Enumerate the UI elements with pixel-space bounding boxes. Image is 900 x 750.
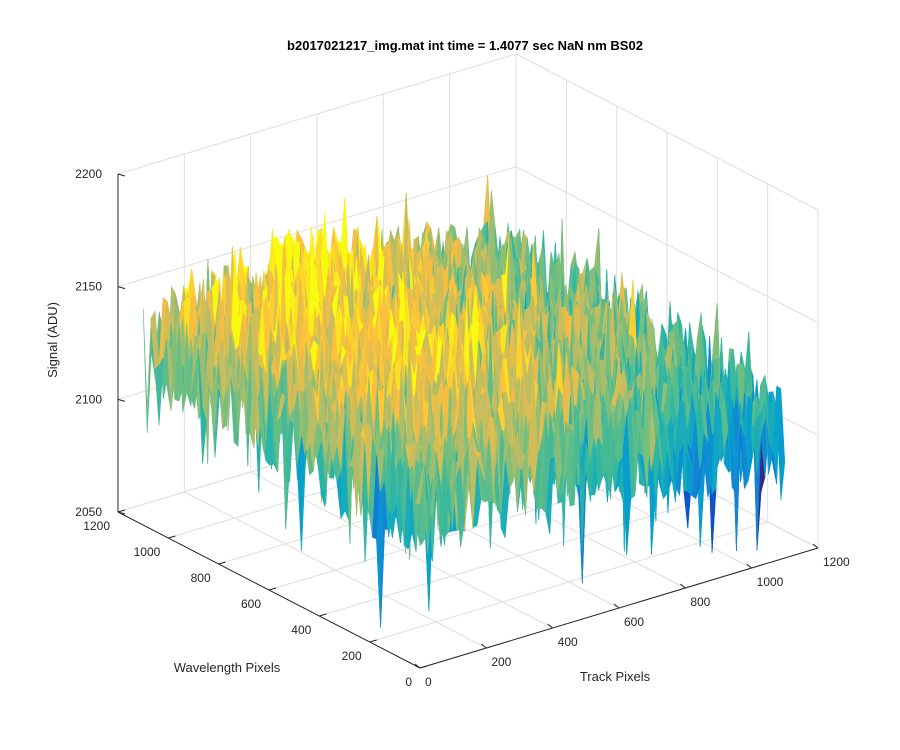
side-wall-grid-horizontal: [515, 53, 819, 211]
back-wall-grid-horizontal: [117, 166, 517, 288]
side-wall-grid-horizontal: [515, 166, 819, 324]
floor-grid-line-y: [369, 521, 768, 643]
surface-mesh: [142, 175, 786, 628]
surface-patch: [154, 357, 164, 426]
chart-title: b2017021217_img.mat int time = 1.4077 se…: [287, 38, 643, 53]
back-wall-grid-horizontal: [117, 53, 517, 175]
floor-grid-line-y: [268, 469, 668, 591]
